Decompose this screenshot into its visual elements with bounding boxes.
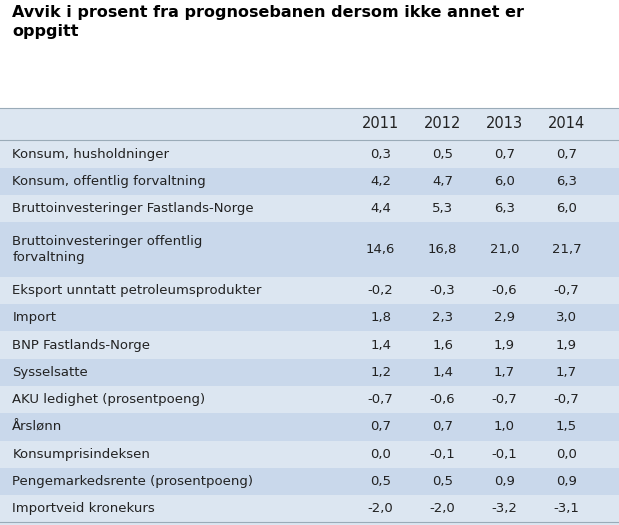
Text: Konsum, husholdninger: Konsum, husholdninger: [12, 148, 170, 161]
Text: 4,7: 4,7: [432, 175, 453, 188]
Text: -0,1: -0,1: [430, 448, 456, 460]
Text: 0,9: 0,9: [494, 475, 515, 488]
Text: -0,7: -0,7: [491, 393, 517, 406]
Text: 2,3: 2,3: [432, 311, 453, 324]
Text: 21,0: 21,0: [490, 243, 519, 256]
Text: -2,0: -2,0: [430, 502, 456, 515]
Bar: [0, 386, 619, 413]
Bar: [0, 195, 619, 222]
Text: 0,5: 0,5: [432, 475, 453, 488]
Bar: [0, 495, 619, 522]
Text: -0,2: -0,2: [368, 284, 394, 297]
Text: Årslønn: Årslønn: [12, 421, 63, 433]
Text: -0,6: -0,6: [430, 393, 456, 406]
Text: 1,9: 1,9: [494, 339, 515, 352]
Bar: [0, 468, 619, 495]
Text: 0,0: 0,0: [556, 448, 577, 460]
Text: Import: Import: [12, 311, 56, 324]
Text: BNP Fastlands-Norge: BNP Fastlands-Norge: [12, 339, 150, 352]
Text: 1,7: 1,7: [556, 366, 577, 379]
Text: 0,7: 0,7: [494, 148, 515, 161]
Text: 0,7: 0,7: [556, 148, 577, 161]
Text: 1,7: 1,7: [494, 366, 515, 379]
Text: Pengemarkedsrente (prosentpoeng): Pengemarkedsrente (prosentpoeng): [12, 475, 253, 488]
Text: Importveid kronekurs: Importveid kronekurs: [12, 502, 155, 515]
Text: Konsumprisindeksen: Konsumprisindeksen: [12, 448, 150, 460]
Text: 1,2: 1,2: [370, 366, 391, 379]
Bar: [0, 140, 619, 167]
Text: Avvik i prosent fra prognosebanen dersom ikke annet er
oppgitt: Avvik i prosent fra prognosebanen dersom…: [12, 5, 524, 39]
Bar: [0, 167, 619, 195]
Text: 16,8: 16,8: [428, 243, 457, 256]
Text: Konsum, offentlig forvaltning: Konsum, offentlig forvaltning: [12, 175, 206, 188]
Text: -0,7: -0,7: [368, 393, 394, 406]
Text: -2,0: -2,0: [368, 502, 394, 515]
Text: 1,0: 1,0: [494, 421, 515, 433]
Text: 0,3: 0,3: [370, 148, 391, 161]
Text: 14,6: 14,6: [366, 243, 396, 256]
Text: Bruttoinvesteringer Fastlands-Norge: Bruttoinvesteringer Fastlands-Norge: [12, 202, 254, 215]
Text: 4,2: 4,2: [370, 175, 391, 188]
Text: 1,4: 1,4: [370, 339, 391, 352]
Text: 1,6: 1,6: [432, 339, 453, 352]
Text: 6,3: 6,3: [556, 175, 577, 188]
Bar: [0, 413, 619, 440]
Text: Bruttoinvesteringer offentlig
forvaltning: Bruttoinvesteringer offentlig forvaltnin…: [12, 235, 203, 264]
Bar: [0, 331, 619, 359]
Text: 2012: 2012: [424, 117, 461, 131]
Text: 6,0: 6,0: [494, 175, 515, 188]
Text: 0,5: 0,5: [432, 148, 453, 161]
Text: 2013: 2013: [486, 117, 523, 131]
Text: 1,8: 1,8: [370, 311, 391, 324]
Bar: [0, 0, 619, 108]
Text: -0,7: -0,7: [553, 284, 579, 297]
Bar: [0, 304, 619, 331]
Bar: [0, 222, 619, 277]
Text: AKU ledighet (prosentpoeng): AKU ledighet (prosentpoeng): [12, 393, 206, 406]
Text: 2,9: 2,9: [494, 311, 515, 324]
Text: 0,0: 0,0: [370, 448, 391, 460]
Text: 0,7: 0,7: [432, 421, 453, 433]
Bar: [0, 440, 619, 468]
Text: 4,4: 4,4: [370, 202, 391, 215]
Text: 6,3: 6,3: [494, 202, 515, 215]
Bar: [0, 108, 619, 140]
Text: 1,5: 1,5: [556, 421, 577, 433]
Text: -0,6: -0,6: [491, 284, 517, 297]
Text: -0,3: -0,3: [430, 284, 456, 297]
Text: 2011: 2011: [362, 117, 399, 131]
Text: -3,2: -3,2: [491, 502, 517, 515]
Text: 0,9: 0,9: [556, 475, 577, 488]
Text: 0,7: 0,7: [370, 421, 391, 433]
Bar: [0, 277, 619, 304]
Text: -0,7: -0,7: [553, 393, 579, 406]
Text: 1,9: 1,9: [556, 339, 577, 352]
Text: 3,0: 3,0: [556, 311, 577, 324]
Text: Eksport unntatt petroleumsprodukter: Eksport unntatt petroleumsprodukter: [12, 284, 262, 297]
Text: 2014: 2014: [548, 117, 585, 131]
Text: -3,1: -3,1: [553, 502, 579, 515]
Text: 1,4: 1,4: [432, 366, 453, 379]
Text: 5,3: 5,3: [432, 202, 453, 215]
Text: 6,0: 6,0: [556, 202, 577, 215]
Text: Sysselsatte: Sysselsatte: [12, 366, 88, 379]
Text: 21,7: 21,7: [552, 243, 581, 256]
Text: 0,5: 0,5: [370, 475, 391, 488]
Text: -0,1: -0,1: [491, 448, 517, 460]
Bar: [0, 359, 619, 386]
